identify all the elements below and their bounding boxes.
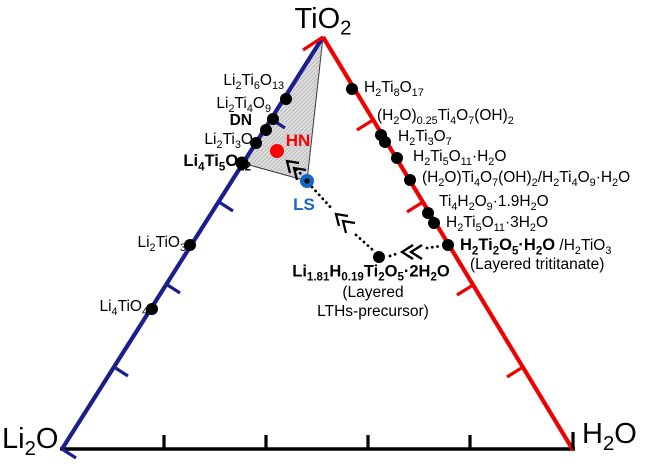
- point-hn: [270, 144, 284, 158]
- point-lths-precursor: [373, 251, 385, 263]
- dotted-path-precursor-to-trititanate-b: [425, 244, 443, 250]
- point-ls-marker-center: [304, 178, 310, 184]
- label-h2ti2o5-h2o-bold: H2Ti2O5·H2O: [460, 236, 556, 258]
- arrow-toward-hn-icon: [285, 159, 307, 181]
- reaction-arrows: [285, 159, 423, 260]
- point-h2ti5o11-3h2o: [428, 217, 440, 229]
- dotted-path-precursor-to-trititanate-a: [388, 251, 401, 258]
- corner-label-h2o: H2O: [582, 418, 637, 455]
- right-axis-ticks: [302, 35, 524, 379]
- label-ti4h2o9: Ti4H2O9·1.9H2O: [439, 193, 549, 214]
- dotted-path-ls-to-precursor-b: [354, 233, 376, 253]
- corner-label-li2o: Li2O: [2, 423, 59, 460]
- label-h2o025ti4o7oh2: (H2O)0.25Ti4O7(OH)2: [377, 107, 514, 128]
- point-h2ti2o5-h2o: [442, 239, 454, 251]
- dotted-reaction-paths: [294, 167, 443, 258]
- dotted-path-ls-to-hn: [294, 167, 306, 179]
- label-li4ti5o12: Li4Ti5O12: [183, 152, 251, 174]
- label-lths-precursor: Li1.81H0.19Ti2O5·2H2O: [292, 262, 450, 284]
- label-li2ti6o13: Li2Ti6O13: [223, 72, 284, 93]
- point-dn: [260, 124, 272, 136]
- left-axis-ticks: [61, 117, 286, 460]
- label-lths-precursor-note-line1: (Layered: [342, 284, 404, 302]
- label-h2ti8o17: H2Ti8O17: [364, 79, 424, 100]
- point-li2ti6o13: [280, 93, 292, 105]
- point-ti4h2o9: [422, 207, 434, 219]
- dotted-path-ls-to-precursor-a: [310, 185, 335, 212]
- arrow-toward-precursor-icon: [399, 244, 423, 260]
- point-h2ti5o11-h2o: [391, 152, 403, 164]
- right-edge-points: [346, 83, 454, 251]
- label-h2ti5o11-3h2o: H2Ti5O11·3H2O: [446, 214, 549, 235]
- point-li2ti3o7: [250, 137, 262, 149]
- label-li4tio4: Li4TiO4: [99, 298, 148, 319]
- label-h2ti3o7: H2Ti3O7: [398, 128, 452, 149]
- point-h2oti4o7oh2: [404, 174, 416, 186]
- label-lths-precursor-note: (Layered LTHs-precursor): [317, 284, 429, 322]
- label-layered-trititanate: (Layered trititanate): [470, 256, 605, 273]
- point-li2tio3: [184, 239, 196, 251]
- label-h2ti2o5-h2o: H2Ti2O5·H2O /H2TiO3: [460, 236, 612, 258]
- label-h2ti5o11-h2o: H2Ti5O11·H2O: [413, 148, 507, 169]
- label-dn: DN: [229, 112, 252, 129]
- bottom-axis-ticks: [162, 432, 575, 449]
- label-h2ti2o5-h2o-rest: /H2TiO3: [555, 237, 612, 258]
- point-li4tio4: [146, 303, 158, 315]
- label-hn: HN: [285, 131, 311, 151]
- label-lths-precursor-note-line2: LTHs-precursor): [317, 303, 429, 320]
- label-li2ti3o7: Li2Ti3O7: [204, 131, 259, 152]
- left-edge-points: [146, 93, 292, 315]
- point-li2ti4o9: [267, 113, 279, 125]
- label-li2ti4o9: Li2Ti4O9: [216, 95, 271, 116]
- label-ls: LS: [293, 195, 315, 215]
- point-h2ti3o7: [379, 136, 391, 148]
- label-li2tio3: Li2TiO3: [137, 234, 186, 255]
- point-li4ti5o12: [235, 156, 249, 170]
- point-h2ti8o17: [346, 83, 358, 95]
- corner-label-tio2: TiO2: [294, 2, 352, 40]
- arrow-toward-ls-icon: [334, 212, 356, 234]
- label-h2oti4o7oh2: (H2O)Ti4O7(OH)2/H2Ti4O9·H2O: [422, 169, 631, 190]
